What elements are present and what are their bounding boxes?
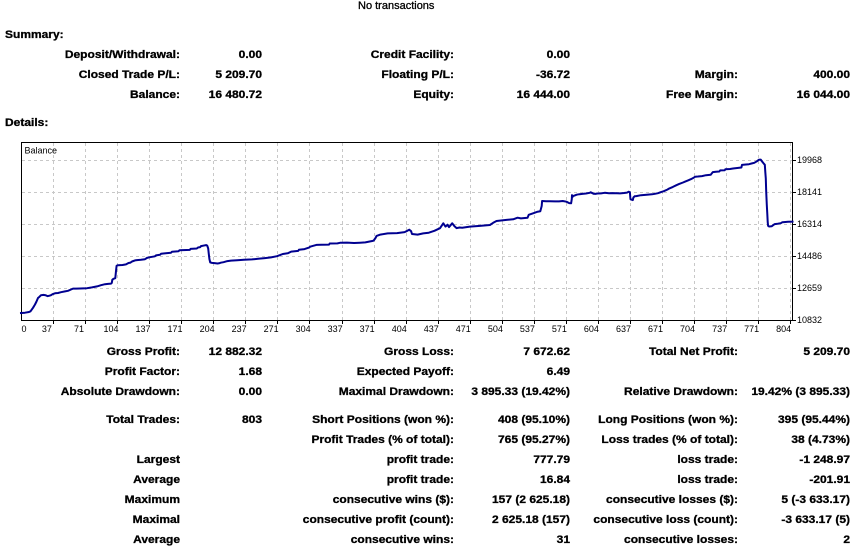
svg-text:737: 737 [712, 324, 727, 334]
svg-text:671: 671 [648, 324, 663, 334]
svg-text:537: 537 [520, 324, 535, 334]
svg-text:71: 71 [74, 324, 84, 334]
svg-text:371: 371 [360, 324, 375, 334]
svg-text:771: 771 [744, 324, 759, 334]
svg-text:437: 437 [424, 324, 439, 334]
svg-text:0: 0 [21, 324, 26, 334]
svg-text:16314: 16314 [797, 219, 822, 229]
svg-text:204: 204 [200, 324, 215, 334]
svg-text:304: 304 [296, 324, 311, 334]
svg-text:171: 171 [167, 324, 182, 334]
svg-text:104: 104 [103, 324, 118, 334]
svg-text:10832: 10832 [797, 315, 822, 325]
svg-text:237: 237 [232, 324, 247, 334]
svg-text:271: 271 [264, 324, 279, 334]
svg-text:Balance: Balance [25, 146, 58, 156]
svg-text:637: 637 [616, 324, 631, 334]
svg-text:571: 571 [552, 324, 567, 334]
svg-text:404: 404 [392, 324, 407, 334]
svg-text:14486: 14486 [797, 251, 822, 261]
svg-text:12659: 12659 [797, 283, 822, 293]
svg-text:704: 704 [680, 324, 695, 334]
svg-text:504: 504 [488, 324, 503, 334]
svg-text:19968: 19968 [797, 155, 822, 165]
svg-text:137: 137 [135, 324, 150, 334]
svg-text:471: 471 [456, 324, 471, 334]
svg-text:604: 604 [584, 324, 599, 334]
svg-text:337: 337 [328, 324, 343, 334]
svg-text:18141: 18141 [797, 187, 822, 197]
svg-text:804: 804 [776, 324, 791, 334]
svg-text:37: 37 [42, 324, 52, 334]
